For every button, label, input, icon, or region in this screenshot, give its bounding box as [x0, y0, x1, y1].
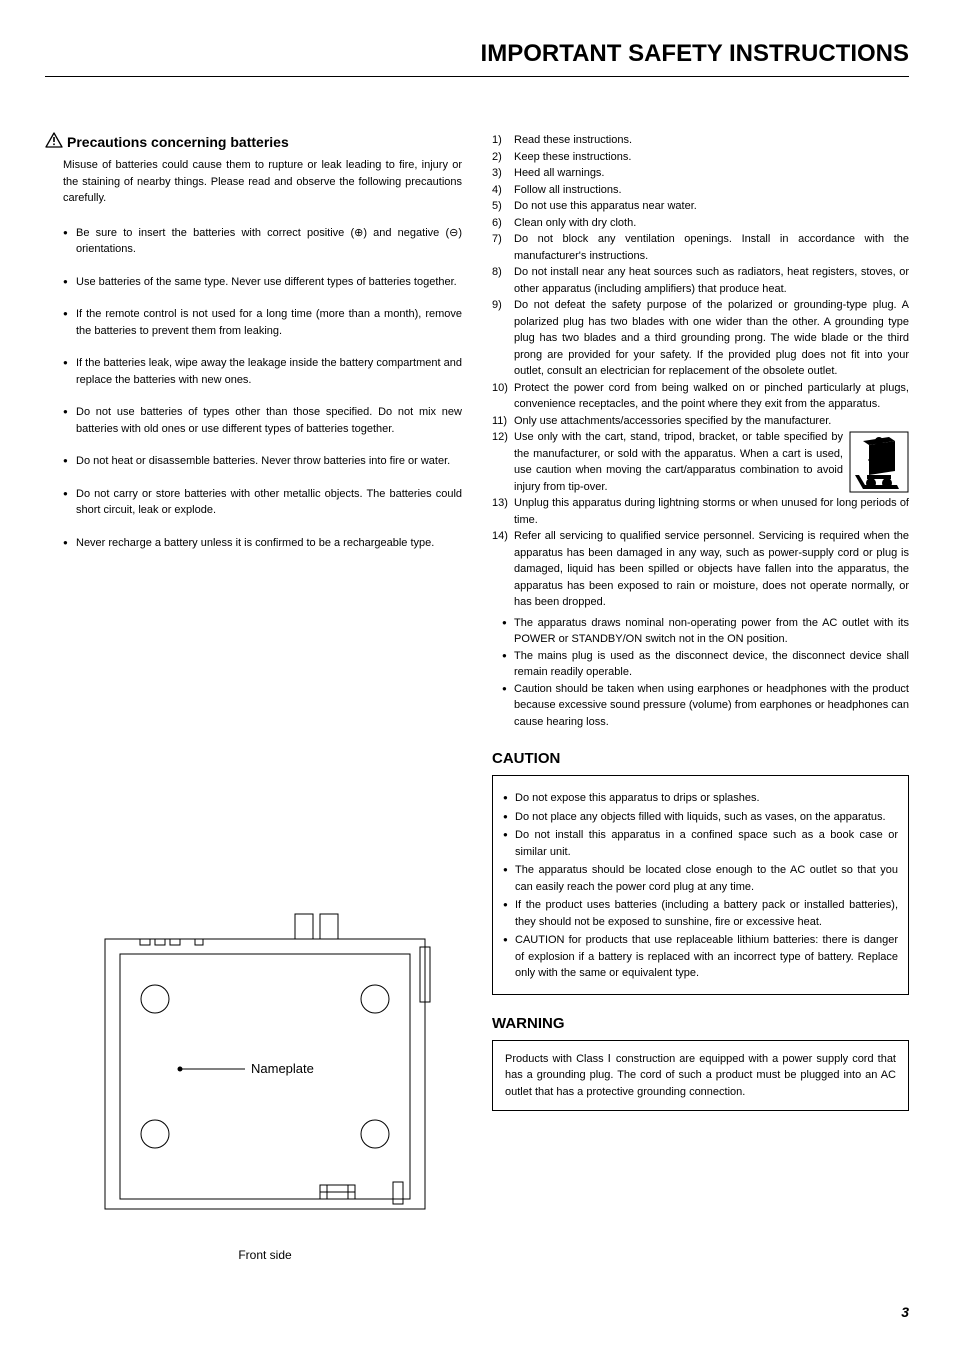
precaution-bullet: Use batteries of the same type. Never us… [63, 274, 462, 291]
caution-bullet: Do not install this apparatus in a confi… [499, 827, 898, 860]
instruction-item: 4)Follow all instructions. [492, 182, 909, 199]
caution-bullet: Do not place any objects filled with liq… [499, 809, 898, 826]
precaution-bullet: Do not use batteries of types other than… [63, 404, 462, 437]
instruction-item: 9)Do not defeat the safety purpose of th… [492, 297, 909, 380]
extra-bullet-list: The apparatus draws nominal non-operatin… [492, 615, 909, 731]
caution-bullet: CAUTION for products that use replaceabl… [499, 932, 898, 982]
page-number: 3 [45, 1292, 909, 1320]
extra-bullet: The apparatus draws nominal non-operatin… [492, 615, 909, 648]
extra-bullet: The mains plug is used as the disconnect… [492, 648, 909, 681]
warning-box: Products with Class Ⅰ construction are e… [492, 1040, 909, 1112]
instruction-item: 11)Only use attachments/accessories spec… [492, 413, 909, 430]
instruction-item: 14)Refer all servicing to qualified serv… [492, 528, 909, 611]
precaution-bullet: Be sure to insert the batteries with cor… [63, 225, 462, 258]
precaution-bullet: If the batteries leak, wipe away the lea… [63, 355, 462, 388]
page-header: IMPORTANT SAFETY INSTRUCTIONS [45, 40, 909, 77]
precaution-bullet: Do not carry or store batteries with oth… [63, 486, 462, 519]
caution-heading: CAUTION [492, 750, 909, 767]
instruction-item: 7)Do not block any ventilation openings.… [492, 231, 909, 264]
precautions-heading: Precautions concerning batteries [45, 132, 462, 151]
instruction-item: 2)Keep these instructions. [492, 149, 909, 166]
right-column: 1)Read these instructions.2)Keep these i… [492, 132, 909, 1292]
caution-bullet: If the product uses batteries (including… [499, 897, 898, 930]
instruction-item: 3)Heed all warnings. [492, 165, 909, 182]
precautions-intro: Misuse of batteries could cause them to … [63, 157, 462, 207]
warning-heading: WARNING [492, 1015, 909, 1032]
precautions-bullet-list: Be sure to insert the batteries with cor… [63, 225, 462, 552]
instruction-item: 13)Unplug this apparatus during lightnin… [492, 495, 909, 528]
instruction-item: 12) Use only with the cart, stand, tripo… [492, 429, 909, 495]
instruction-item: 5)Do not use this apparatus near water. [492, 198, 909, 215]
caution-bullet-list: Do not expose this apparatus to drips or… [499, 790, 898, 982]
nameplate-label-svg: Nameplate [251, 1061, 314, 1076]
warning-triangle-icon [45, 132, 63, 151]
instruction-item: 1)Read these instructions. [492, 132, 909, 149]
caution-bullet: Do not expose this apparatus to drips or… [499, 790, 898, 807]
precaution-bullet: Never recharge a battery unless it is co… [63, 535, 462, 552]
precautions-heading-text: Precautions concerning batteries [67, 134, 289, 150]
diagram-caption: Front side [95, 1248, 435, 1262]
numbered-instructions: 1)Read these instructions.2)Keep these i… [492, 132, 909, 611]
extra-bullet: Caution should be taken when using earph… [492, 681, 909, 731]
content-columns: Precautions concerning batteries Misuse … [45, 132, 909, 1292]
instruction-item: 10)Protect the power cord from being wal… [492, 380, 909, 413]
caution-bullet: The apparatus should be located close en… [499, 862, 898, 895]
precaution-bullet: Do not heat or disassemble batteries. Ne… [63, 453, 462, 470]
instruction-item: 6)Clean only with dry cloth. [492, 215, 909, 232]
caution-box: Do not expose this apparatus to drips or… [492, 775, 909, 995]
cart-tipover-icon [849, 431, 909, 493]
precaution-bullet: If the remote control is not used for a … [63, 306, 462, 339]
nameplate-diagram: Nameplate Front side [95, 909, 435, 1262]
instruction-item: 8)Do not install near any heat sources s… [492, 264, 909, 297]
left-column: Precautions concerning batteries Misuse … [45, 132, 462, 1292]
header-title: IMPORTANT SAFETY INSTRUCTIONS [481, 40, 909, 68]
